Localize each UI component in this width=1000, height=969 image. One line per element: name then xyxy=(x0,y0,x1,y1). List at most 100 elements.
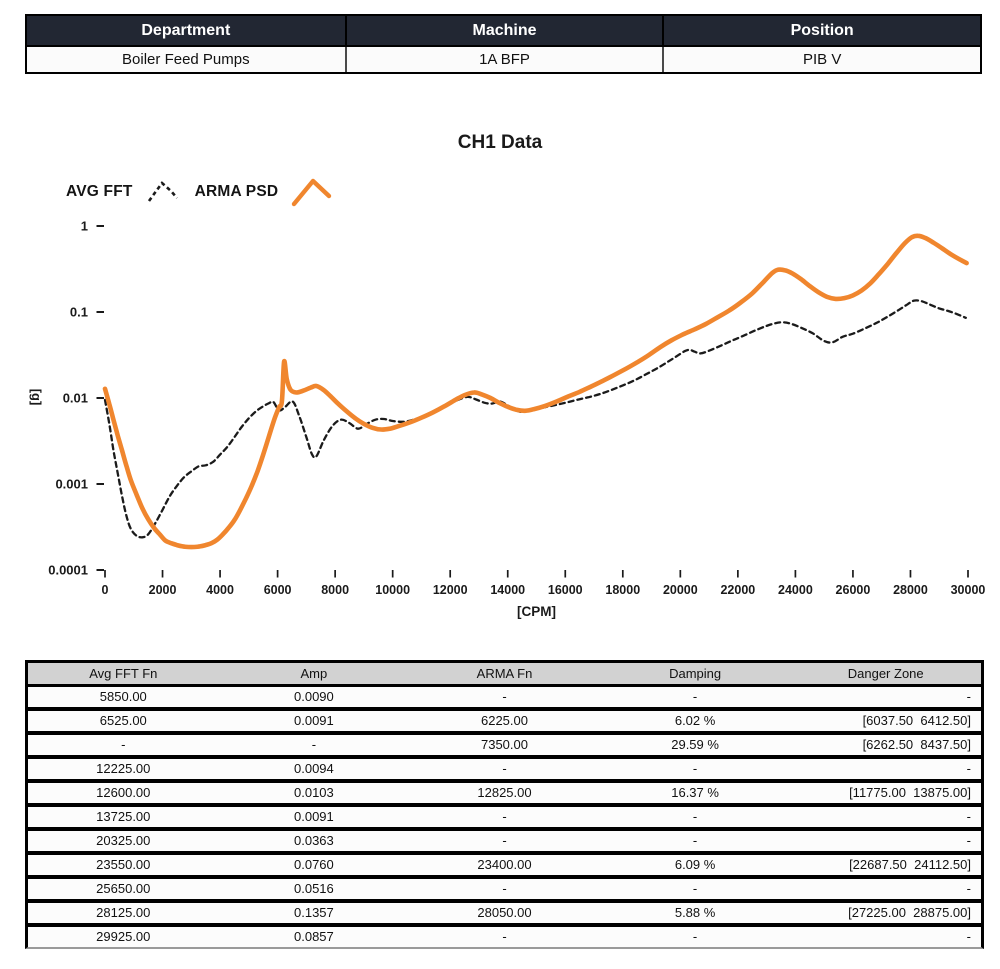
x-tick-label: 28000 xyxy=(893,583,928,597)
x-tick-label: 30000 xyxy=(951,583,986,597)
x-tick-label: 16000 xyxy=(548,583,583,597)
table-cell: 23550.00 xyxy=(96,857,151,872)
table-row: 25650.00 0.0516 - - - xyxy=(28,879,981,903)
table-cell: 12825.00 xyxy=(477,785,532,800)
table-cell: 6225.00 xyxy=(480,713,528,728)
table-cell: 0.0091 xyxy=(294,713,334,728)
table-cell: [27225.00 28875.00] xyxy=(848,905,971,920)
table-cell: - xyxy=(692,761,698,776)
table-cell: - xyxy=(966,833,971,848)
table-cell: - xyxy=(966,881,971,896)
legend-avg-fft-label: AVG FFT xyxy=(66,183,133,200)
series-arma-psd xyxy=(102,233,969,550)
table-cell: 0.1357 xyxy=(294,905,334,920)
table-row: 6525.00 0.0091 6225.00 6.02 % [6037.50 6412.… xyxy=(28,711,981,735)
table-cell: 16.37 % xyxy=(671,785,719,800)
results-table: Avg FFT Fn Amp ARMA Fn Damping Danger Zone 5… xyxy=(25,660,984,949)
table-cell: 0.0094 xyxy=(294,761,334,776)
table-cell: 13725.00 xyxy=(96,809,151,824)
table-cell: 7350.00 xyxy=(480,737,528,752)
info-value-cell: PIB V xyxy=(662,47,980,72)
arma-psd-marker-icon xyxy=(292,178,332,207)
results-column-header: Damping xyxy=(669,666,722,681)
table-cell: 25650.00 xyxy=(96,881,151,896)
table-cell: [6262.50 8437.50] xyxy=(862,737,971,752)
legend-arma-psd-label: ARMA PSD xyxy=(194,183,279,200)
info-header-row: Department Machine Position xyxy=(27,16,980,47)
table-cell: - xyxy=(502,809,507,824)
table-cell: - xyxy=(692,809,698,824)
x-tick-label: 20000 xyxy=(663,583,698,597)
x-tick-label: 10000 xyxy=(375,583,410,597)
table-cell: 0.0091 xyxy=(294,809,334,824)
table-cell: 23400.00 xyxy=(477,857,532,872)
results-table-body: 5850.00 0.0090 - - - 6525.00 0.0091 6225.00 6.02… xyxy=(28,687,981,947)
table-cell: 6.09 % xyxy=(674,857,716,872)
table-cell: - xyxy=(692,833,698,848)
x-tick-label: 0 xyxy=(102,583,109,597)
table-cell: 0.0090 xyxy=(294,689,334,704)
y-tick-label: 0.01 xyxy=(63,391,88,406)
x-tick-label: 14000 xyxy=(490,583,525,597)
table-cell: - xyxy=(311,737,317,752)
table-cell: - xyxy=(121,737,126,752)
y-tick-label: 0.0001 xyxy=(48,563,88,578)
table-cell: - xyxy=(966,809,971,824)
table-cell: - xyxy=(502,929,507,944)
results-column-header: Danger Zone xyxy=(847,666,924,681)
x-tick-label: 2000 xyxy=(149,583,177,597)
x-tick-label: 24000 xyxy=(778,583,813,597)
chart-legend: AVG FFT ARMA PSD xyxy=(66,176,333,208)
table-cell: 29925.00 xyxy=(96,929,151,944)
table-cell: - xyxy=(502,881,507,896)
info-value-cell: 1A BFP xyxy=(344,47,663,72)
info-value-cell: Boiler Feed Pumps xyxy=(122,51,250,68)
table-row: 13725.00 0.0091 - - - xyxy=(28,807,981,831)
table-cell: - xyxy=(502,689,507,704)
table-cell: 0.0760 xyxy=(294,857,334,872)
table-cell: 5.88 % xyxy=(674,905,716,920)
table-row: 29925.00 0.0857 - - - xyxy=(28,927,981,947)
table-cell: 29.59 % xyxy=(671,737,719,752)
results-column-header: Avg FFT Fn xyxy=(89,666,158,681)
x-tick-label: 12000 xyxy=(433,583,468,597)
table-cell: 0.0857 xyxy=(294,929,334,944)
table-cell: - xyxy=(502,761,507,776)
table-cell: 12600.00 xyxy=(96,785,151,800)
table-cell: 6525.00 xyxy=(99,713,147,728)
y-tick-label: 0.1 xyxy=(70,305,88,320)
results-table-header: Avg FFT Fn Amp ARMA Fn Damping Danger Zone xyxy=(28,663,981,687)
chart-title: CH1 Data xyxy=(457,132,543,153)
series-avg-fft xyxy=(103,299,967,539)
chart: CH1 Data AVG FFT ARMA PSD [g] [CPM] 1 0.1… xyxy=(0,120,1000,652)
info-header-cell: Department xyxy=(141,22,231,39)
x-tick-label: 6000 xyxy=(264,583,292,597)
table-row: 5850.00 0.0090 - - - xyxy=(28,687,981,711)
x-tick-label: 4000 xyxy=(206,583,234,597)
table-cell: 0.0363 xyxy=(294,833,334,848)
table-row: 12225.00 0.0094 - - - xyxy=(28,759,981,783)
table-cell: 12225.00 xyxy=(96,761,151,776)
info-table: Department Machine Position Boiler Feed Pu… xyxy=(25,14,982,74)
info-value-row: Boiler Feed Pumps 1A BFP PIB V xyxy=(27,47,980,72)
table-cell: 20325.00 xyxy=(96,833,151,848)
table-row: - - 7350.00 29.59 % [6262.50 8437.50] xyxy=(28,735,981,759)
table-cell: - xyxy=(966,929,971,944)
table-cell: 5850.00 xyxy=(99,689,147,704)
x-tick-label: 22000 xyxy=(720,583,755,597)
x-tick-label: 8000 xyxy=(321,583,349,597)
table-row: 23550.00 0.0760 23400.00 6.09 % [22687.50 24… xyxy=(28,855,981,879)
info-header-cell: Machine xyxy=(344,16,663,45)
results-column-header: ARMA Fn xyxy=(476,666,533,681)
results-column-header: Amp xyxy=(300,666,328,681)
x-tick-label: 26000 xyxy=(836,583,871,597)
table-cell: 6.02 % xyxy=(674,713,716,728)
table-cell: 0.0516 xyxy=(294,881,334,896)
avg-fft-marker-icon xyxy=(147,181,178,202)
table-cell: 28050.00 xyxy=(477,905,532,920)
table-cell: - xyxy=(692,929,698,944)
table-row: 28125.00 0.1357 28050.00 5.88 % [27225.00 28… xyxy=(28,903,981,927)
table-cell: [6037.50 6412.50] xyxy=(862,713,971,728)
info-header-cell: Position xyxy=(662,16,980,45)
table-cell: [22687.50 24112.50] xyxy=(849,857,971,872)
